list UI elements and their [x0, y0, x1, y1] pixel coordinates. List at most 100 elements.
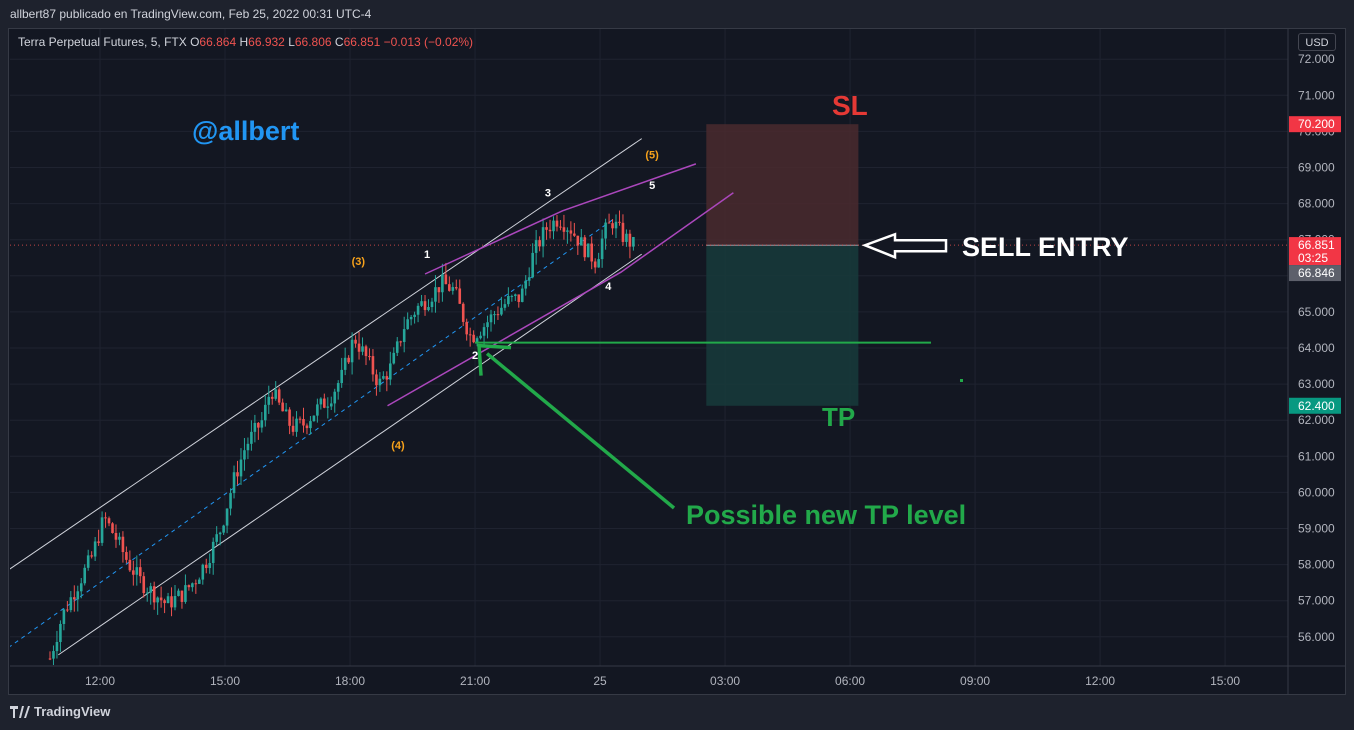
- candle-body: [454, 287, 458, 289]
- candle-body: [385, 376, 389, 380]
- candle-body: [170, 596, 173, 608]
- candle-body: [159, 597, 163, 601]
- candle-body: [448, 284, 451, 291]
- candle-body: [472, 334, 475, 343]
- candle-body: [364, 346, 368, 357]
- price-scale-badge-label: 66.846: [1298, 266, 1335, 280]
- legend-close-label: C: [334, 35, 344, 49]
- candle-body: [288, 409, 291, 426]
- candle-body: [430, 301, 434, 308]
- candle-body: [409, 316, 413, 320]
- candle-body: [541, 227, 545, 247]
- tradingview-brand: TradingView: [34, 704, 111, 719]
- legend-low-value: 66.806: [294, 35, 332, 49]
- candle-body: [166, 596, 170, 604]
- candle-body: [458, 288, 462, 304]
- candle-body: [517, 294, 521, 302]
- candle-body: [298, 418, 302, 420]
- candle-body: [545, 227, 548, 230]
- candle-body: [378, 378, 382, 386]
- candle-body: [600, 238, 604, 260]
- candle-body: [270, 396, 274, 399]
- chart-frame[interactable]: [8, 28, 1346, 695]
- candle-body: [493, 314, 496, 316]
- symbol-legend: Terra Perpetual Futures, 5, FTX O66.864 …: [18, 35, 473, 49]
- candle-body: [520, 288, 524, 302]
- candle-body: [583, 237, 587, 258]
- candle-body: [180, 590, 184, 602]
- legend-high-label: H: [239, 35, 249, 49]
- candle-body: [340, 369, 343, 384]
- candle-body: [253, 422, 257, 432]
- price-tick-label: 71.000: [1298, 88, 1335, 102]
- candle-body: [579, 237, 583, 246]
- candle-body: [316, 404, 319, 416]
- candle-body: [468, 334, 472, 336]
- candle-body: [375, 374, 378, 386]
- candle-body: [632, 236, 635, 247]
- channel-lower-line: [58, 253, 642, 656]
- candle-body: [625, 233, 628, 242]
- candle-body: [552, 220, 555, 232]
- candle-body: [312, 415, 316, 422]
- candle-body: [586, 243, 590, 258]
- candle-body: [211, 541, 215, 564]
- candle-body: [479, 335, 482, 339]
- candle-body: [507, 296, 510, 305]
- wave-label: 1: [424, 249, 430, 261]
- candle-body: [489, 314, 493, 323]
- candle-body: [406, 319, 409, 330]
- candle-body: [267, 396, 271, 405]
- candle-body: [423, 301, 427, 311]
- candle-body: [52, 651, 55, 659]
- time-tick-label: 21:00: [460, 674, 490, 688]
- candle-body: [326, 406, 330, 408]
- tradingview-logo[interactable]: TradingView: [10, 704, 110, 719]
- candle-body: [392, 352, 396, 364]
- price-scale-badge-label: 70.200: [1298, 117, 1335, 131]
- candle-body: [444, 274, 448, 285]
- candle-body: [319, 398, 323, 405]
- price-tick-label: 61.000: [1298, 449, 1335, 463]
- footer-bar: [0, 697, 1354, 730]
- legend-change: −0.013 (−0.02%): [383, 35, 474, 49]
- legend-open-value: 66.864: [199, 35, 237, 49]
- candle-body: [184, 585, 187, 602]
- candle-body: [527, 277, 531, 281]
- price-tick-label: 60.000: [1298, 485, 1335, 499]
- candle-body: [402, 329, 406, 342]
- new-tp-arrow-head: [477, 343, 512, 376]
- candle-body: [461, 303, 465, 322]
- candle-body: [218, 532, 222, 535]
- candle-body: [121, 536, 125, 553]
- candle-body: [111, 523, 114, 534]
- candle-body: [187, 585, 191, 588]
- candle-body: [524, 280, 528, 289]
- channel-upper-line: [10, 138, 642, 570]
- candle-body: [368, 356, 371, 358]
- time-tick-label: 15:00: [210, 674, 240, 688]
- candle-body: [496, 314, 500, 316]
- candle-body: [486, 322, 489, 328]
- candle-body: [260, 420, 264, 428]
- candle-body: [347, 357, 350, 363]
- wedge-lower-line: [387, 192, 734, 407]
- time-tick-label: 18:00: [335, 674, 365, 688]
- candle-body: [295, 418, 298, 432]
- candle-body: [59, 623, 62, 643]
- candle-body: [621, 222, 625, 242]
- sell-entry-label: SELL ENTRY: [962, 232, 1129, 262]
- candle-body: [222, 525, 225, 533]
- candle-body: [274, 389, 278, 399]
- candle-body: [604, 222, 607, 239]
- time-tick-label: 06:00: [835, 674, 865, 688]
- candle-body: [73, 597, 76, 600]
- candle-body: [475, 338, 479, 343]
- legend-open-label: O: [190, 35, 200, 49]
- candle-body: [177, 590, 180, 597]
- candle-body: [538, 240, 541, 247]
- currency-button[interactable]: USD: [1298, 33, 1336, 51]
- candle-body: [514, 294, 517, 296]
- candle-body: [614, 221, 618, 229]
